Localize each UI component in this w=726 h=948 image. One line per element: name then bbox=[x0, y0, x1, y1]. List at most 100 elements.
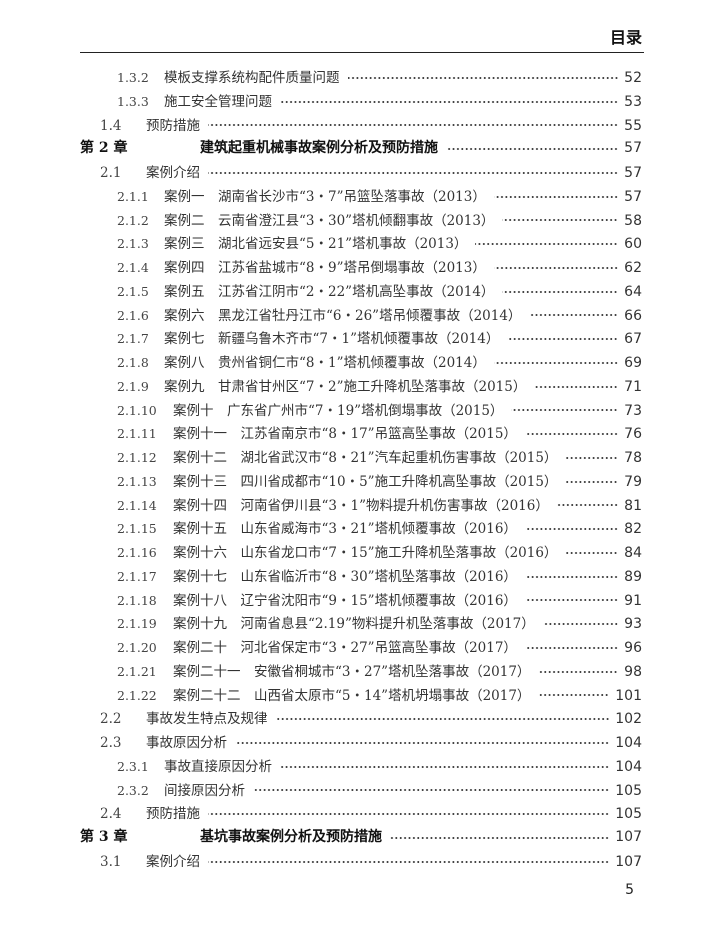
toc-entry-number: 2.1.18 bbox=[117, 592, 157, 608]
toc-entry-number: 2.1.11 bbox=[117, 426, 157, 442]
toc-entry-title: 案例介绍 bbox=[146, 165, 200, 181]
header-rule bbox=[80, 52, 644, 53]
toc-entry-number: 2.3.2 bbox=[117, 782, 149, 798]
toc-entry-title: 案例二十一 安徽省桐城市“3・27”塔机坠落事故（2017） bbox=[173, 663, 531, 680]
toc-entry-title: 案例八 贵州省铜仁市“8・1”塔机倾覆事故（2014） bbox=[164, 355, 486, 371]
toc-entry-title: 基坑事故案例分析及预防措施 bbox=[200, 829, 382, 845]
toc-entry-number: 第 3 章 bbox=[80, 829, 128, 845]
toc-entry-title: 施工安全管理问题 bbox=[164, 93, 272, 110]
toc-entry-page: 107 bbox=[615, 829, 642, 845]
toc-entry[interactable]: 2.1.18 案例十八 辽宁省沈阳市“9・15”塔机倾覆事故（2016） 91 bbox=[80, 589, 642, 613]
toc-entry[interactable]: 2.1.2 案例二 云南省澄江县“3・30”塔机倾翻事故（2013） 58 bbox=[80, 209, 642, 233]
toc-entry[interactable]: 2.3.1 事故直接原因分析 104 bbox=[80, 755, 642, 779]
toc-entry-page: 55 bbox=[624, 117, 642, 134]
toc-entry-number: 2.1.14 bbox=[117, 497, 157, 513]
toc-entry-number: 2.1.21 bbox=[117, 663, 157, 679]
toc-chapter-entry[interactable]: 第 2 章 建筑起重机械事故案例分析及预防措施 57 bbox=[80, 137, 642, 161]
toc-entry-title: 案例六 黑龙江省牡丹江市“6・26”塔吊倾覆事故（2014） bbox=[164, 307, 522, 324]
toc-entry-number: 2.1.3 bbox=[117, 236, 149, 252]
dot-leader bbox=[565, 479, 619, 484]
toc-entry[interactable]: 1.4 预防措施 55 bbox=[80, 114, 642, 138]
toc-entry[interactable]: 2.1 案例介绍 57 bbox=[80, 161, 642, 185]
toc-entry-title: 事故直接原因分析 bbox=[164, 758, 272, 775]
toc-entry-title: 案例一 湖南省长沙市“3・7”吊篮坠落事故（2013） bbox=[164, 188, 486, 205]
toc-entry-number: 2.1.22 bbox=[117, 687, 157, 703]
toc-entry-title: 案例十八 辽宁省沈阳市“9・15”塔机倾覆事故（2016） bbox=[173, 592, 517, 609]
toc-entry[interactable]: 2.1.4 案例四 江苏省盐城市“8・9”塔吊倒塌事故（2013） 62 bbox=[80, 256, 642, 280]
toc-entry-number: 2.4 bbox=[100, 806, 122, 823]
toc-entry-page: 71 bbox=[624, 378, 642, 395]
toc-entry[interactable]: 2.1.5 案例五 江苏省江阴市“2・22”塔机高坠事故（2014） 64 bbox=[80, 280, 642, 304]
toc-entry[interactable]: 2.1.21 案例二十一 安徽省桐城市“3・27”塔机坠落事故（2017） 98 bbox=[80, 660, 642, 684]
toc-entry-number: 2.1 bbox=[100, 165, 122, 181]
toc-entry[interactable]: 2.3.2 间接原因分析 105 bbox=[80, 779, 642, 803]
toc-entry[interactable]: 2.1.20 案例二十 河北省保定市“3・27”吊篮高坠事故（2017） 96 bbox=[80, 636, 642, 660]
toc-entry-page: 102 bbox=[615, 711, 642, 728]
dot-leader bbox=[524, 432, 619, 437]
toc-entry-page: 98 bbox=[624, 663, 642, 680]
dot-leader bbox=[511, 408, 619, 413]
toc-entry[interactable]: 2.2 事故发生特点及规律 102 bbox=[80, 707, 642, 731]
toc-entry-number: 2.1.1 bbox=[117, 188, 149, 204]
toc-entry[interactable]: 2.1.16 案例十六 山东省龙口市“7・15”施工升降机坠落事故（2016） 84 bbox=[80, 541, 642, 565]
toc-entry-title: 案例十六 山东省龙口市“7・15”施工升降机坠落事故（2016） bbox=[173, 545, 558, 561]
toc-entry-title: 间接原因分析 bbox=[164, 782, 245, 799]
toc-entry-number: 2.1.20 bbox=[117, 640, 157, 655]
dot-leader bbox=[524, 574, 619, 579]
dot-leader bbox=[275, 717, 610, 722]
toc-entry-title: 案例十三 四川省成都市“10・5”施工升降机高坠事故（2015） bbox=[173, 473, 558, 490]
dot-leader bbox=[524, 598, 619, 603]
toc-entry[interactable]: 2.1.19 案例十九 河南省息县“2.19”物料提升机坠落事故（2017） 93 bbox=[80, 612, 642, 636]
toc-entry[interactable]: 3.1 案例介绍 107 bbox=[80, 850, 642, 874]
toc-entry[interactable]: 1.3.3 施工安全管理问题 53 bbox=[80, 90, 642, 114]
toc-entry-page: 91 bbox=[624, 592, 642, 609]
dot-leader bbox=[502, 289, 619, 294]
toc-entry[interactable]: 2.1.15 案例十五 山东省威海市“3・21”塔机倾覆事故（2016） 82 bbox=[80, 517, 642, 541]
toc-entry-page: 69 bbox=[624, 355, 642, 371]
toc-chapter-entry[interactable]: 第 3 章 基坑事故案例分析及预防措施 107 bbox=[80, 826, 642, 850]
dot-leader bbox=[493, 265, 619, 270]
toc-entry-title: 案例二十二 山西省太原市“5・14”塔机坍塌事故（2017） bbox=[173, 687, 531, 704]
toc-entry[interactable]: 2.1.8 案例八 贵州省铜仁市“8・1”塔机倾覆事故（2014） 69 bbox=[80, 351, 642, 375]
toc-entry-title: 案例七 新疆乌鲁木齐市“7・1”塔机倾覆事故（2014） bbox=[164, 331, 500, 348]
toc-entry[interactable]: 2.1.3 案例三 湖北省远安县“5・21”塔机事故（2013） 60 bbox=[80, 232, 642, 256]
dot-leader bbox=[475, 242, 619, 247]
dot-leader bbox=[208, 123, 619, 128]
toc-entry-page: 76 bbox=[624, 426, 642, 443]
dot-leader bbox=[208, 170, 619, 175]
toc-entry[interactable]: 2.1.11 案例十一 江苏省南京市“8・17”吊篮高坠事故（2015） 76 bbox=[80, 422, 642, 446]
dot-leader bbox=[390, 835, 610, 840]
toc-entry[interactable]: 2.3 事故原因分析 104 bbox=[80, 731, 642, 755]
dot-leader bbox=[253, 788, 610, 793]
toc-entry-number: 3.1 bbox=[100, 853, 122, 870]
toc-entry-number: 1.3.2 bbox=[117, 70, 149, 85]
toc-entry[interactable]: 1.3.2 模板支撑系统构配件质量问题 52 bbox=[80, 66, 642, 90]
toc-entry[interactable]: 2.1.12 案例十二 湖北省武汉市“8・21”汽车起重机伤害事故（2015） 78 bbox=[80, 446, 642, 470]
dot-leader bbox=[208, 812, 610, 817]
toc-entry-title: 案例十二 湖北省武汉市“8・21”汽车起重机伤害事故（2015） bbox=[173, 450, 558, 466]
toc-entry-number: 2.1.6 bbox=[117, 307, 149, 323]
toc-entry-page: 104 bbox=[615, 735, 642, 751]
table-of-contents: 1.3.2 模板支撑系统构配件质量问题 52 1.3.3 施工安全管理问题 53 1.4 预防… bbox=[80, 66, 642, 874]
toc-entry[interactable]: 2.1.14 案例十四 河南省伊川县“3・1”物料提升机伤害事故（2016） 81 bbox=[80, 494, 642, 518]
toc-entry-number: 1.3.3 bbox=[117, 93, 149, 109]
toc-entry-page: 64 bbox=[624, 283, 642, 300]
toc-entry[interactable]: 2.1.13 案例十三 四川省成都市“10・5”施工升降机高坠事故（2015） 79 bbox=[80, 470, 642, 494]
toc-entry[interactable]: 2.1.10 案例十 广东省广州市“7・19”塔机倒塌事故（2015） 73 bbox=[80, 399, 642, 423]
toc-entry-number: 2.1.8 bbox=[117, 355, 149, 370]
toc-entry-number: 2.1.5 bbox=[117, 283, 149, 299]
dot-leader bbox=[542, 622, 619, 627]
toc-entry-page: 82 bbox=[624, 521, 642, 538]
dot-leader bbox=[507, 337, 619, 342]
toc-entry[interactable]: 2.1.7 案例七 新疆乌鲁木齐市“7・1”塔机倾覆事故（2014） 67 bbox=[80, 327, 642, 351]
toc-entry[interactable]: 2.1.1 案例一 湖南省长沙市“3・7”吊篮坠落事故（2013） 57 bbox=[80, 185, 642, 209]
toc-entry-title: 案例十四 河南省伊川县“3・1”物料提升机伤害事故（2016） bbox=[173, 497, 549, 514]
dot-leader bbox=[565, 455, 619, 460]
toc-entry-page: 62 bbox=[624, 260, 642, 276]
toc-entry[interactable]: 2.1.17 案例十七 山东省临沂市“8・30”塔机坠落事故（2016） 89 bbox=[80, 565, 642, 589]
toc-entry[interactable]: 2.1.9 案例九 甘肃省甘州区“7・2”施工升降机坠落事故（2015） 71 bbox=[80, 375, 642, 399]
toc-entry[interactable]: 2.4 预防措施 105 bbox=[80, 802, 642, 826]
toc-entry[interactable]: 2.1.22 案例二十二 山西省太原市“5・14”塔机坍塌事故（2017） 101 bbox=[80, 684, 642, 708]
toc-entry[interactable]: 2.1.6 案例六 黑龙江省牡丹江市“6・26”塔吊倾覆事故（2014） 66 bbox=[80, 304, 642, 328]
dot-leader bbox=[524, 645, 619, 650]
